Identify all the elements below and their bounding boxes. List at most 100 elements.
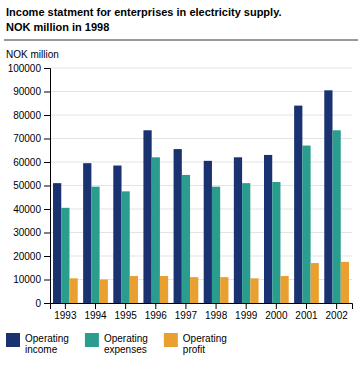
bar: [122, 191, 130, 303]
bar: [280, 276, 288, 303]
legend-swatch: [164, 333, 178, 347]
bar: [302, 146, 310, 303]
legend-item: Operatingincome: [6, 333, 69, 356]
bar: [333, 130, 341, 303]
tick-label: 1998: [205, 310, 228, 321]
bar: [272, 182, 280, 303]
tick-label: 1996: [145, 310, 168, 321]
tick-mark: [44, 209, 50, 210]
tick-mark: [44, 92, 50, 93]
tick-mark: [44, 139, 50, 140]
tick: 1995: [115, 303, 138, 321]
tick-mark: [276, 303, 277, 309]
tick: 40000: [13, 204, 50, 215]
tick: 2001: [295, 303, 318, 321]
plot: 0 10000 20000 30000 40000 50000 60000 70000 8000…: [8, 63, 353, 321]
tick: 90000: [13, 86, 50, 97]
tick-mark: [95, 303, 96, 309]
tick-mark: [44, 186, 50, 187]
tick-label: 90000: [13, 86, 41, 97]
tick-mark: [44, 256, 50, 257]
title: Income statment for enterprises in elect…: [6, 6, 282, 18]
tick-mark: [306, 303, 307, 309]
bar: [234, 157, 242, 303]
tick-mark: [44, 280, 50, 281]
tick: 1994: [84, 303, 107, 321]
tick: 100000: [8, 63, 50, 74]
bar: [204, 161, 212, 303]
subtitle: NOK million in 1998: [6, 21, 109, 33]
tick-label: 80000: [13, 110, 41, 121]
axis-line: [51, 304, 353, 310]
tick-mark: [44, 303, 50, 304]
tick: 80000: [13, 110, 50, 121]
tick: 30000: [13, 227, 50, 238]
bar-series: [69, 262, 348, 303]
legend-item: Operatingprofit: [164, 333, 227, 356]
bar: [143, 130, 151, 303]
tick: 1997: [175, 303, 198, 321]
bar: [91, 187, 99, 303]
grid: [50, 68, 352, 303]
tick: 10000: [13, 274, 50, 285]
bar: [264, 155, 272, 303]
tick-label: 50000: [13, 180, 41, 191]
bar: [242, 183, 250, 303]
tick-label: 2000: [265, 310, 288, 321]
grid-line: [50, 138, 352, 139]
title-rule: [4, 40, 358, 41]
tick-label: 0: [35, 298, 41, 309]
tick-label: 1995: [115, 310, 138, 321]
tick-mark: [44, 233, 50, 234]
tick-label: 1993: [54, 310, 77, 321]
tick: 1993: [54, 303, 77, 321]
y-axis-label: NOK million: [6, 49, 59, 60]
tick: 2000: [265, 303, 288, 321]
tick-label: 30000: [13, 227, 41, 238]
bar: [100, 280, 108, 304]
tick-mark: [155, 303, 156, 309]
grid-line: [50, 68, 352, 69]
tick-mark: [216, 303, 217, 309]
bar-series: [53, 90, 332, 303]
tick: 70000: [13, 133, 50, 144]
tick-mark: [336, 303, 337, 309]
tick-mark: [44, 162, 50, 163]
tick: 60000: [13, 157, 50, 168]
bar: [83, 163, 91, 303]
bar: [53, 183, 61, 303]
tick-label: 60000: [13, 157, 41, 168]
tick-label: 70000: [13, 133, 41, 144]
tick-mark: [44, 115, 50, 116]
bar: [130, 276, 138, 303]
tick-label: 1999: [235, 310, 258, 321]
bar: [160, 276, 168, 303]
bar: [341, 262, 349, 303]
bar: [311, 263, 319, 303]
tick-mark: [44, 68, 50, 69]
bar: [250, 278, 258, 303]
tick: 50000: [13, 180, 50, 191]
tick: 1996: [145, 303, 168, 321]
tick-label: 1994: [84, 310, 107, 321]
legend-swatch: [6, 333, 20, 347]
tick-mark: [65, 303, 66, 309]
bar: [113, 166, 121, 303]
axis-line: [44, 69, 51, 304]
tick-label: 100000: [8, 63, 42, 74]
tick: 1998: [205, 303, 228, 321]
legend-label: Operatingexpenses: [104, 333, 148, 356]
tick-mark: [185, 303, 186, 309]
grid-line: [50, 91, 352, 92]
tick-label: 20000: [13, 251, 41, 262]
legend-label: Operatingincome: [25, 333, 69, 356]
legend-swatch: [85, 333, 99, 347]
bar: [61, 208, 69, 303]
bars: [53, 90, 349, 303]
y-axis: 0 10000 20000 30000 40000 50000 60000 70000 8000…: [8, 63, 51, 309]
tick: 0: [35, 298, 50, 309]
bar: [212, 187, 220, 303]
tick: 2002: [326, 303, 349, 321]
bar: [220, 277, 228, 303]
tick: 20000: [13, 251, 50, 262]
